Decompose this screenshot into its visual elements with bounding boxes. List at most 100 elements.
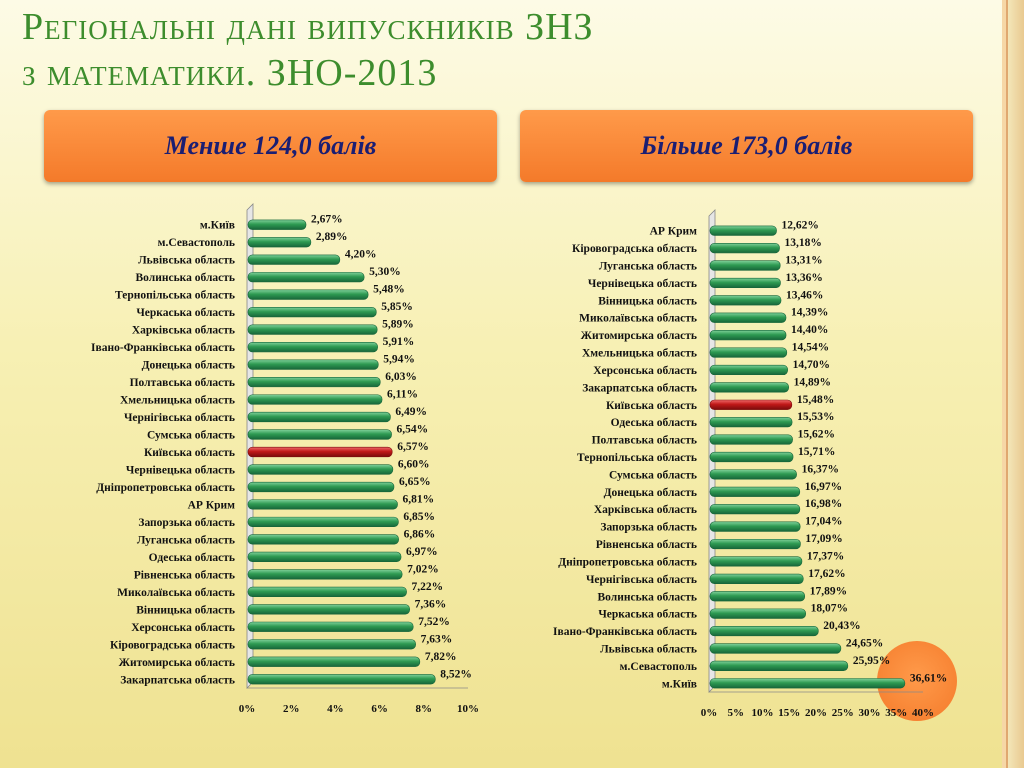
category-label: м.Севастополь	[158, 237, 235, 249]
bar	[709, 312, 787, 323]
bar	[247, 499, 398, 510]
category-label: м.Севастополь	[620, 661, 697, 673]
x-tick-label: 30%	[859, 707, 881, 719]
value-label: 6,57%	[397, 441, 429, 453]
bar	[247, 411, 391, 423]
category-label: м.Київ	[662, 678, 697, 690]
category-label: Полтавська область	[592, 435, 697, 447]
bar	[247, 516, 399, 528]
category-label: Волинська область	[136, 272, 236, 284]
value-label: 15,48%	[797, 394, 834, 406]
bar	[247, 376, 381, 388]
bar	[709, 608, 806, 619]
x-tick-label: 4%	[327, 703, 344, 715]
category-label: Вінницька область	[136, 604, 235, 616]
x-tick-label: 0%	[701, 707, 718, 719]
value-label: 5,30%	[369, 266, 401, 278]
bar	[709, 225, 777, 236]
bar	[247, 237, 312, 248]
category-label: м.Київ	[200, 220, 235, 232]
value-label: 6,86%	[404, 528, 436, 540]
category-label: Запорзька область	[138, 517, 235, 529]
banner-right-label: Більше 173,0 балів	[640, 131, 853, 160]
bar	[247, 569, 403, 580]
category-label: Черкаська область	[136, 307, 235, 319]
category-label: Тернопільська область	[115, 290, 235, 302]
bar	[247, 272, 365, 283]
bar	[709, 591, 806, 602]
value-label: 13,36%	[785, 272, 822, 284]
value-label: 5,85%	[381, 301, 413, 313]
value-label: 6,97%	[406, 546, 438, 558]
value-label: 14,70%	[793, 359, 830, 371]
bar	[247, 604, 410, 615]
value-label: 13,46%	[786, 289, 823, 301]
value-label: 17,89%	[810, 585, 847, 597]
chart-less-than-124: м.Київ 2,67% м.Севастополь 2,89% Львівська о…	[91, 203, 479, 715]
category-label: Рівненська область	[596, 539, 697, 551]
category-label: Сумська область	[609, 469, 697, 481]
category-label: Волинська область	[598, 591, 698, 603]
category-label: Львівська область	[138, 255, 235, 267]
value-label: 18,07%	[811, 603, 848, 615]
bar	[709, 643, 842, 654]
value-label: 7,82%	[425, 651, 457, 663]
category-label: Закарпатська область	[582, 382, 697, 394]
bar	[709, 469, 797, 480]
category-label: Хмельницька область	[120, 395, 235, 407]
bar	[247, 621, 414, 632]
category-label: Кіровоградська область	[110, 639, 235, 651]
bar	[709, 434, 793, 445]
bar	[247, 219, 307, 230]
category-label: АР Крим	[650, 226, 698, 238]
value-label: 6,85%	[403, 511, 435, 523]
category-label: Луганська область	[599, 261, 697, 273]
bar	[247, 656, 421, 667]
bar	[709, 538, 801, 550]
value-label: 24,65%	[846, 637, 883, 649]
category-label: Дніпропетровська область	[558, 556, 697, 568]
bar	[247, 307, 377, 318]
category-label: Київська область	[144, 447, 235, 459]
category-label: Одеська область	[149, 552, 235, 564]
x-tick-label: 2%	[283, 703, 300, 715]
value-label: 6,49%	[395, 406, 427, 418]
bar	[247, 551, 402, 562]
bar	[709, 382, 789, 393]
bar	[709, 330, 787, 341]
category-label: Харківська область	[594, 504, 697, 516]
value-label: 17,04%	[805, 516, 842, 528]
bar	[709, 260, 781, 271]
category-label: Сумська область	[147, 430, 235, 442]
bar	[709, 521, 801, 532]
category-label: Миколаївська область	[579, 313, 697, 325]
banner-left-label: Менше 124,0 балів	[164, 131, 377, 160]
value-label: 7,52%	[418, 616, 450, 628]
value-label: 2,67%	[311, 214, 343, 226]
category-label: Луганська область	[137, 534, 235, 546]
bar	[709, 573, 804, 584]
value-label: 25,95%	[853, 655, 890, 667]
bar	[709, 295, 782, 306]
value-label: 15,71%	[798, 446, 835, 458]
category-label: Кіровоградська область	[572, 243, 697, 255]
value-label: 14,40%	[791, 324, 828, 336]
value-label: 17,09%	[805, 533, 842, 545]
bar	[247, 586, 407, 597]
chart-more-than-173: АР Крим 12,62% Кіровоградська область 13,18…	[553, 209, 947, 719]
value-label: 16,97%	[805, 481, 842, 493]
x-tick-label: 6%	[371, 703, 388, 715]
category-label: Житомирська область	[581, 330, 697, 342]
category-label: Хмельницька область	[582, 348, 697, 360]
x-tick-label: 20%	[805, 707, 827, 719]
category-label: Чернівецька область	[588, 278, 697, 290]
bar	[247, 342, 378, 353]
category-label: Харківська область	[132, 325, 235, 337]
category-label: Чернігівська область	[124, 412, 235, 424]
category-label: Дніпропетровська область	[96, 482, 235, 494]
x-tick-label: 8%	[416, 703, 433, 715]
bar-highlighted	[247, 446, 393, 458]
category-label: Черкаська область	[598, 609, 697, 621]
x-tick-label: 5%	[728, 707, 745, 719]
bar	[709, 451, 794, 463]
